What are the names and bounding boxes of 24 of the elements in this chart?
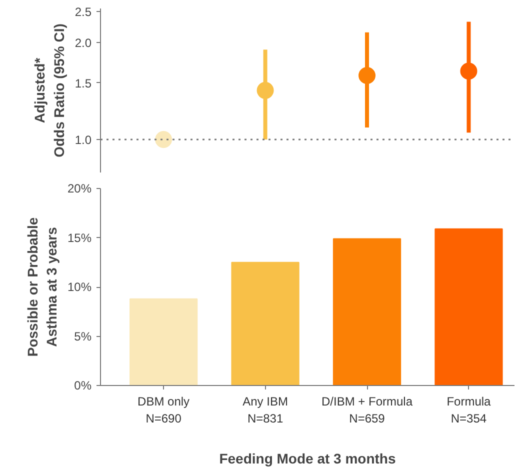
x-axis-title: Feeding Mode at 3 months — [219, 450, 396, 466]
y-tick-label: 10% — [67, 280, 92, 294]
y-tick-label: 5% — [74, 329, 92, 344]
y-tick-label: 20% — [67, 182, 92, 196]
y-tick-label: 1.0 — [74, 133, 92, 148]
x-tick-label: Any IBM N=831 — [242, 394, 288, 426]
y-tick-label: 1.5 — [74, 76, 92, 90]
point — [358, 67, 376, 84]
point — [256, 82, 274, 99]
point — [460, 62, 478, 80]
x-tick-label: DBM only N=690 — [138, 394, 190, 426]
y-tick-label: 2.0 — [74, 36, 92, 50]
point — [155, 131, 172, 148]
x-tick-label: Formula N=354 — [446, 394, 492, 426]
bar — [434, 228, 503, 386]
y-tick-label: 2.5 — [74, 4, 92, 19]
bar — [332, 238, 402, 386]
bar — [130, 298, 198, 386]
bar — [231, 262, 300, 386]
y-tick-label: 15% — [67, 230, 92, 245]
y-axis-title: Adjusted* Odds Ratio (95% CI) — [32, 24, 67, 158]
x-tick-label: D/IBM + Formula N=659 — [321, 394, 413, 426]
y-axis-title: Possible or Probable Asthma at 3 years — [24, 217, 60, 357]
y-tick-label: 0% — [74, 378, 92, 392]
